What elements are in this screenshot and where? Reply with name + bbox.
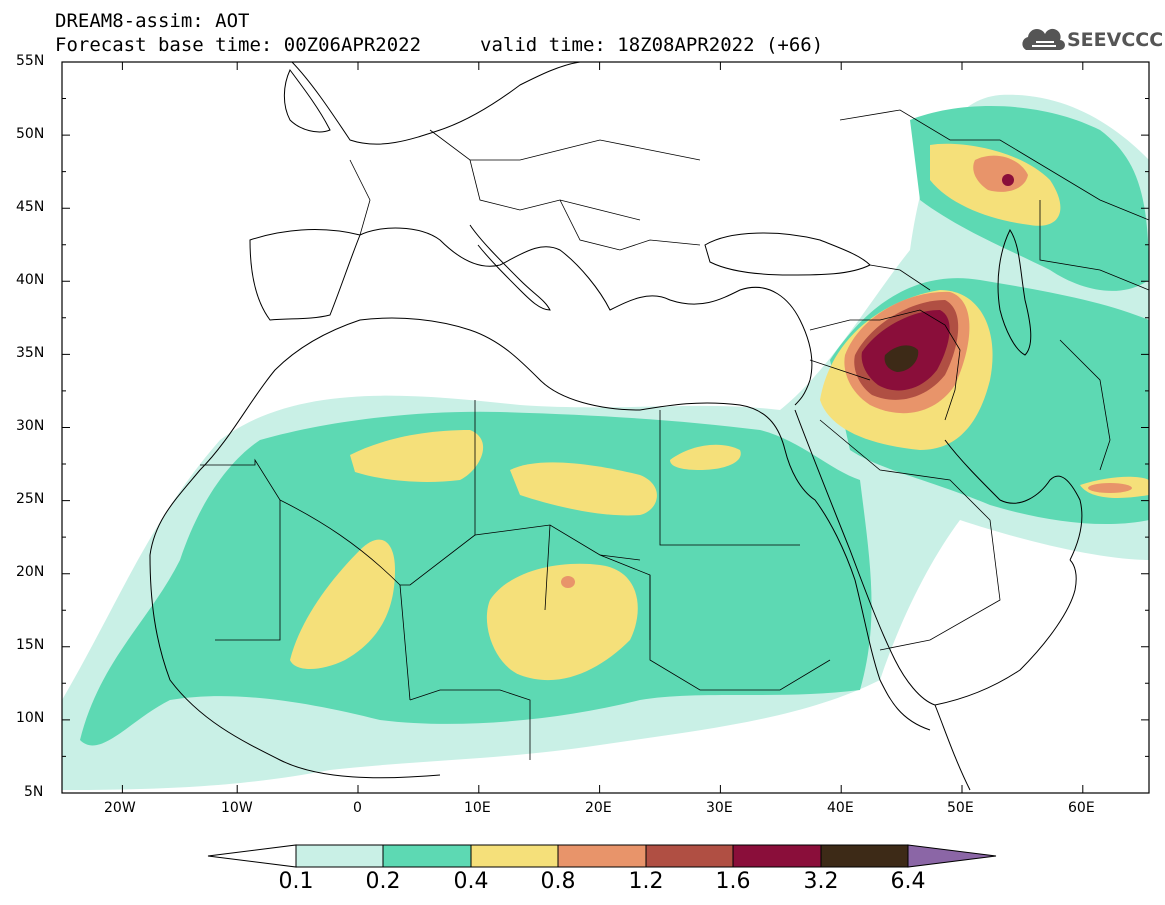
lat-label-45n: 45N	[16, 199, 45, 215]
cloud-icon	[1022, 28, 1065, 50]
colorbar-swatch-1	[382, 844, 472, 868]
aot-band-0.4-west	[290, 539, 395, 669]
coastline-africa-west	[149, 317, 931, 731]
aot-band-0.8-gulf	[1088, 483, 1132, 493]
map-title: DREAM8-assim: AOT	[55, 10, 250, 32]
coastlines	[149, 62, 1083, 791]
colorbar-swatch-3	[557, 844, 647, 868]
lon-label-20w: 20W	[104, 800, 136, 816]
colorbar-swatch-2	[470, 844, 559, 868]
border-europe-2	[469, 159, 641, 221]
aot-band-3.2-iraq	[884, 345, 919, 372]
lon-label-50e: 50E	[947, 800, 974, 816]
coastline-europe-north	[291, 62, 581, 145]
colorbar-label-0.2: 0.2	[365, 869, 401, 894]
country-borders	[200, 109, 1149, 760]
aot-band-0.4-chad	[486, 563, 638, 681]
border-nigeria	[409, 689, 531, 760]
aot-band-0.4-egypt	[670, 444, 741, 470]
colorbar-label-1.6: 1.6	[715, 869, 751, 894]
aot-band-0.4-algeria	[350, 430, 484, 483]
border-sudan	[649, 575, 831, 691]
colorbar-label-0.8: 0.8	[540, 869, 576, 894]
lon-ticks	[121, 62, 1084, 793]
colorbar-label-6.4: 6.4	[890, 869, 926, 894]
border-kazakh-south	[1039, 200, 1149, 291]
lon-label-30e: 30E	[706, 800, 733, 816]
lon-label-10e: 10E	[464, 800, 491, 816]
lon-label-0: 0	[353, 800, 362, 816]
border-saudi	[819, 419, 1001, 651]
colorbar-swatch-4	[645, 844, 734, 868]
border-syria-turkey	[809, 319, 880, 381]
border-mauritania	[200, 458, 281, 641]
lon-label-40e: 40E	[827, 800, 854, 816]
coastline-italy	[469, 224, 551, 311]
colorbar	[207, 844, 997, 868]
aot-band-0.8-kazakh	[973, 155, 1028, 192]
lat-label-15n: 15N	[16, 637, 45, 653]
aot-band-0.4-libya	[510, 462, 657, 516]
colorbar-label-3.2: 3.2	[803, 869, 839, 894]
colorbar-label-0.4: 0.4	[453, 869, 489, 894]
coastline-iberia	[249, 229, 361, 321]
colorbar-low-triangle	[207, 844, 297, 868]
lat-label-20n: 20N	[16, 564, 45, 580]
colorbar-label-1.2: 1.2	[628, 869, 664, 894]
coastline-arabia-south	[934, 559, 1077, 706]
lat-label-5n: 5N	[24, 784, 44, 800]
coastline-mediterranean-north	[359, 227, 813, 406]
lat-label-50n: 50N	[16, 126, 45, 142]
forecast-base-time: Forecast base time: 00Z06APR2022	[55, 34, 422, 56]
colorbar-swatch-0	[295, 844, 384, 868]
colorbar-high-triangle	[907, 844, 997, 868]
lat-label-35n: 35N	[16, 345, 45, 361]
lat-label-10n: 10N	[16, 710, 45, 726]
coastline-red-sea	[794, 409, 936, 706]
border-libya-chad	[544, 524, 641, 611]
lat-ticks	[62, 61, 1149, 794]
lon-label-60e: 60E	[1068, 800, 1095, 816]
coastline-persian-gulf	[944, 439, 1083, 561]
border-france-spain	[349, 159, 371, 236]
lon-label-20e: 20E	[585, 800, 612, 816]
border-balkans	[559, 199, 701, 251]
aot-band-1.6-kazakh	[1002, 174, 1014, 186]
aot-field	[62, 94, 1149, 791]
valid-time: valid time: 18Z08APR2022 (+66)	[480, 34, 824, 56]
coastline-somalia	[934, 704, 971, 791]
border-iran-east	[1059, 339, 1111, 471]
aot-band-0.2	[80, 411, 872, 746]
coastline-africa-south	[149, 554, 441, 779]
border-turkey-east	[869, 264, 931, 291]
seevccc-logo: SEEVCCC	[1067, 29, 1164, 51]
lat-label-25n: 25N	[16, 491, 45, 507]
colorbar-swatch-6	[820, 844, 909, 868]
lat-label-30n: 30N	[16, 418, 45, 434]
coastline-black-sea	[704, 232, 871, 276]
coastline-britain	[283, 69, 331, 133]
coastline-caspian	[997, 229, 1032, 356]
aot-band-0.8-chad	[561, 576, 575, 588]
border-libya-egypt	[659, 410, 800, 546]
lon-label-10w: 10W	[221, 800, 253, 816]
lat-label-40n: 40N	[16, 272, 45, 288]
colorbar-swatch-5	[732, 844, 822, 868]
lat-label-55n: 55N	[16, 53, 45, 69]
colorbar-label-0.1: 0.1	[278, 869, 314, 894]
border-iraq-iran	[879, 309, 961, 421]
border-europe-1	[429, 129, 701, 161]
border-russia-kazakh	[839, 109, 1149, 221]
